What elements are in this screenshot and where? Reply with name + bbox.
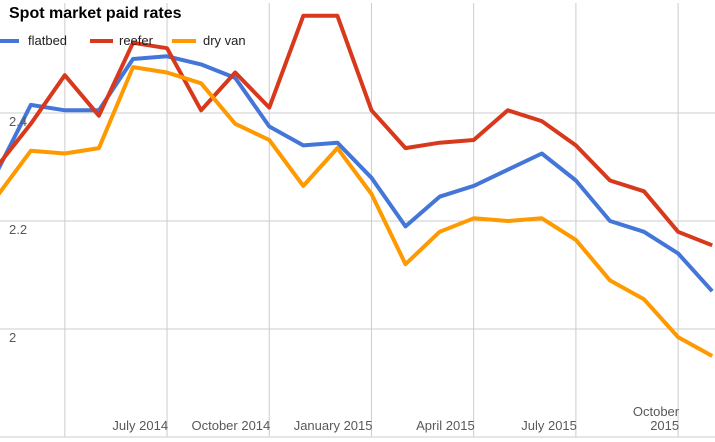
flatbed-swatch-icon [0,39,19,43]
legend-label-reefer: reefer [119,33,153,48]
x-tick-label: October 2015 [632,404,680,433]
chart-title: Spot market paid rates [9,5,182,22]
x-tick-label: April 2015 [416,418,475,433]
x-tick-label: July 2014 [112,418,169,433]
legend-label-flatbed: flatbed [28,33,68,48]
dry-van-line [0,65,714,358]
legend-label-dryvan: dry van [203,33,246,48]
y-tick-label: 2.2 [9,222,28,237]
x-tick-label: January 2015 [293,418,373,433]
y-tick-label: 2.4 [9,114,28,129]
flatbed-line [0,54,714,293]
reefer-swatch-icon [90,39,113,43]
y-tick-label: 2 [9,330,17,345]
reefer-line [0,13,713,248]
x-tick-label: July 2015 [521,418,577,433]
x-tick-label: October 2014 [191,418,271,433]
dry-van-swatch-icon [172,39,196,43]
